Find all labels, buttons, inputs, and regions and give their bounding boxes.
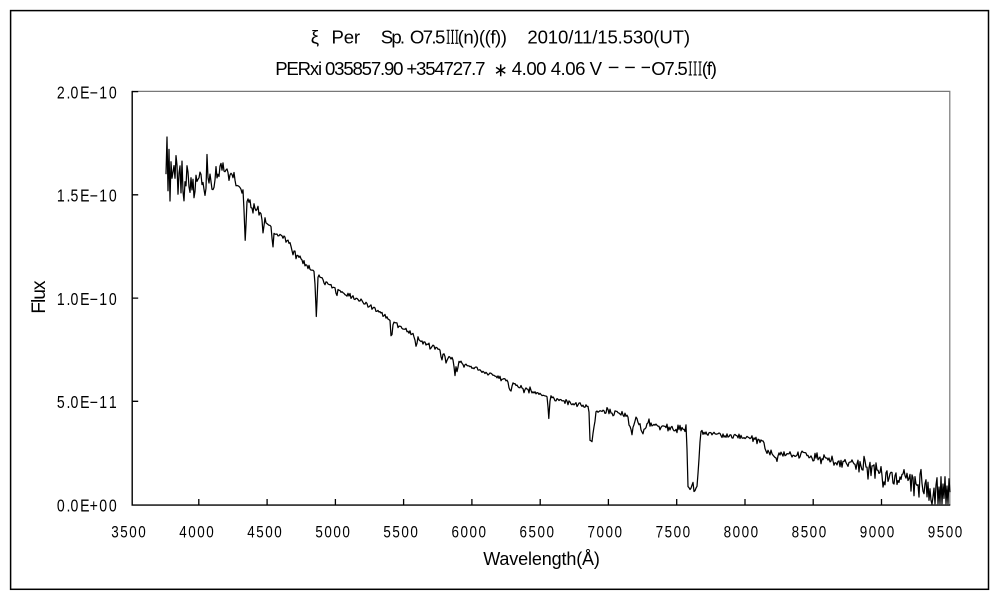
svg-text:2.0E−10: 2.0E−10 bbox=[57, 84, 117, 103]
svg-text:PERxi 035857.90 +354727.7: PERxi 035857.90 +354727.7 bbox=[275, 58, 485, 79]
svg-text:1.0E−10: 1.0E−10 bbox=[57, 291, 117, 310]
svg-text:O7.5: O7.5 bbox=[410, 26, 445, 47]
svg-text:6500: 6500 bbox=[520, 523, 554, 542]
svg-text:(f): (f) bbox=[702, 58, 717, 79]
svg-text:2010/11/15.530(UT): 2010/11/15.530(UT) bbox=[527, 26, 690, 47]
svg-text:7000: 7000 bbox=[588, 523, 622, 542]
svg-text:0.0E+00: 0.0E+00 bbox=[57, 497, 117, 516]
svg-text:Per: Per bbox=[332, 26, 360, 47]
svg-text:7500: 7500 bbox=[656, 523, 690, 542]
svg-text:1.5E−10: 1.5E−10 bbox=[57, 187, 117, 206]
svg-text:8500: 8500 bbox=[792, 523, 826, 542]
svg-text:9000: 9000 bbox=[860, 523, 894, 542]
svg-text:O7.5: O7.5 bbox=[651, 58, 687, 79]
svg-text:5500: 5500 bbox=[383, 523, 417, 542]
svg-text:4000: 4000 bbox=[179, 523, 213, 542]
svg-text:5.0E−11: 5.0E−11 bbox=[57, 394, 117, 413]
svg-text:Sp.: Sp. bbox=[381, 26, 404, 47]
svg-text:6000: 6000 bbox=[451, 523, 485, 542]
svg-text:(n)((f)): (n)((f)) bbox=[458, 26, 507, 47]
svg-text:5000: 5000 bbox=[315, 523, 349, 542]
svg-text:4.00 4.06 V: 4.00 4.06 V bbox=[512, 58, 603, 79]
svg-text:Flux: Flux bbox=[29, 280, 50, 314]
svg-text:ξ: ξ bbox=[311, 26, 319, 47]
svg-text:9500: 9500 bbox=[928, 523, 962, 542]
svg-text:4500: 4500 bbox=[247, 523, 281, 542]
svg-text:3500: 3500 bbox=[111, 523, 145, 542]
svg-text:Wavelength(Å): Wavelength(Å) bbox=[483, 549, 600, 569]
svg-text:8000: 8000 bbox=[724, 523, 758, 542]
